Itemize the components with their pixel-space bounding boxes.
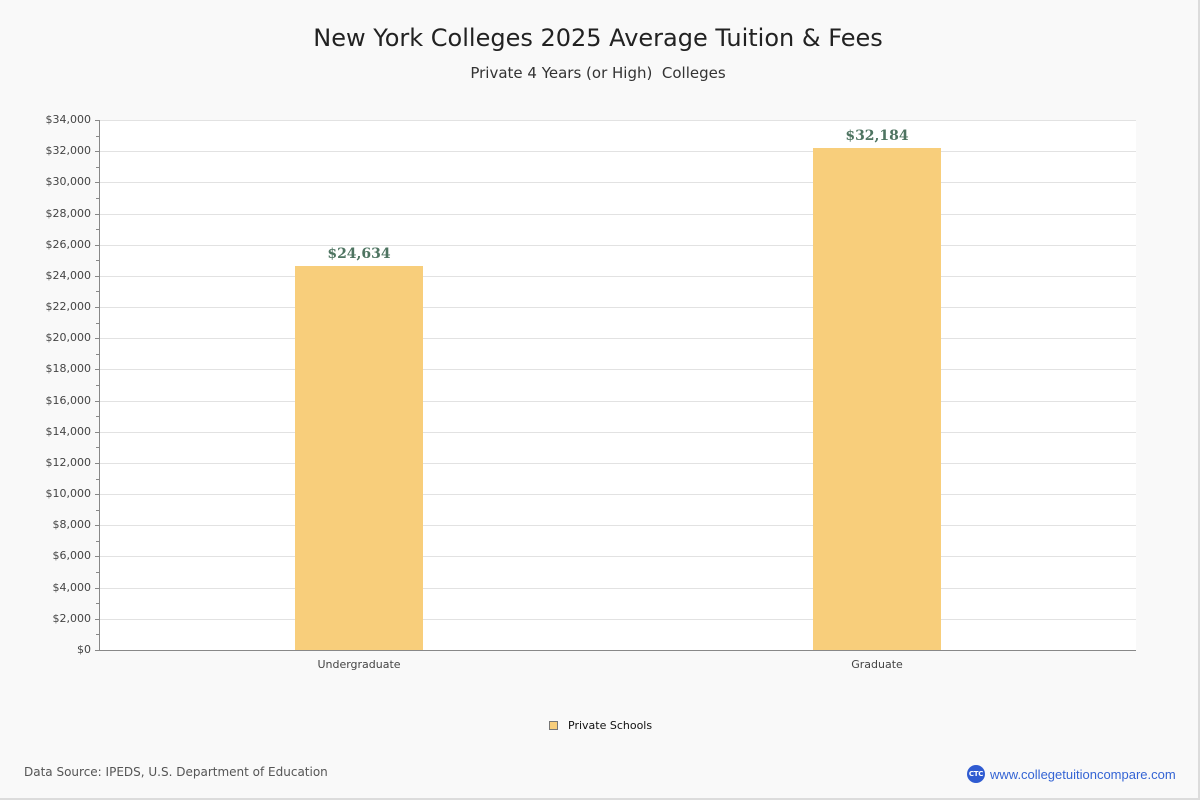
- gridline: [100, 182, 1136, 183]
- y-tick: [95, 245, 100, 246]
- y-tick: [95, 182, 100, 183]
- x-axis-line: [99, 650, 1136, 651]
- gridline: [100, 401, 1136, 402]
- y-tick: [95, 588, 100, 589]
- y-tick: [95, 494, 100, 495]
- gridline: [100, 245, 1136, 246]
- y-tick-label: $2,000: [52, 612, 92, 625]
- ctc-logo-icon: CTC: [967, 765, 985, 783]
- y-minor-tick: [96, 479, 100, 480]
- gridline: [100, 307, 1136, 308]
- y-tick-label: $28,000: [45, 207, 92, 220]
- y-minor-tick: [96, 447, 100, 448]
- gridline: [100, 556, 1136, 557]
- y-minor-tick: [96, 291, 100, 292]
- gridline: [100, 588, 1136, 589]
- gridline: [100, 151, 1136, 152]
- y-tick-label: $12,000: [45, 456, 92, 469]
- gridline: [100, 338, 1136, 339]
- y-axis-line: [99, 120, 100, 651]
- y-tick-label: $8,000: [52, 518, 92, 531]
- y-minor-tick: [96, 541, 100, 542]
- y-minor-tick: [96, 229, 100, 230]
- x-tick-label: Undergraduate: [317, 658, 401, 671]
- y-tick: [95, 463, 100, 464]
- y-tick-label: $24,000: [45, 269, 92, 282]
- y-tick-label: $34,000: [45, 113, 92, 126]
- bar-value-label: $24,634: [327, 245, 391, 262]
- data-source: Data Source: IPEDS, U.S. Department of E…: [24, 765, 328, 779]
- bar-graduate[interactable]: [813, 148, 941, 650]
- gridline: [100, 369, 1136, 370]
- gridline: [100, 276, 1136, 277]
- brand-link[interactable]: CTC www.collegetuitioncompare.com: [967, 765, 1176, 783]
- y-tick-label: $14,000: [45, 425, 92, 438]
- gridline: [100, 494, 1136, 495]
- y-tick: [95, 338, 100, 339]
- y-minor-tick: [96, 323, 100, 324]
- x-tick-label: Graduate: [851, 658, 903, 671]
- y-minor-tick: [96, 416, 100, 417]
- y-tick-label: $6,000: [52, 549, 92, 562]
- y-tick: [95, 120, 100, 121]
- legend-swatch-icon: [549, 721, 558, 730]
- legend-label: Private Schools: [568, 719, 653, 732]
- y-minor-tick: [96, 136, 100, 137]
- bar-value-label: $32,184: [845, 128, 909, 145]
- y-tick: [95, 369, 100, 370]
- y-minor-tick: [96, 572, 100, 573]
- chart-title: New York Colleges 2025 Average Tuition &…: [313, 24, 883, 52]
- gridline: [100, 525, 1136, 526]
- y-tick: [95, 619, 100, 620]
- y-tick: [95, 307, 100, 308]
- y-minor-tick: [96, 354, 100, 355]
- y-tick-label: $16,000: [45, 394, 92, 407]
- gridline: [100, 120, 1136, 121]
- y-minor-tick: [96, 603, 100, 604]
- y-tick-label: $0: [77, 643, 91, 656]
- y-tick: [95, 525, 100, 526]
- gridline: [100, 619, 1136, 620]
- y-tick-label: $20,000: [45, 331, 92, 344]
- y-tick-label: $26,000: [45, 238, 92, 251]
- y-minor-tick: [96, 167, 100, 168]
- y-minor-tick: [96, 198, 100, 199]
- brand-url[interactable]: www.collegetuitioncompare.com: [990, 766, 1176, 782]
- y-tick: [95, 401, 100, 402]
- legend[interactable]: Private Schools: [549, 719, 652, 732]
- y-tick-label: $10,000: [45, 487, 92, 500]
- y-minor-tick: [96, 260, 100, 261]
- plot-area: [100, 120, 1136, 650]
- y-tick: [95, 556, 100, 557]
- y-tick: [95, 432, 100, 433]
- bar-undergraduate[interactable]: [295, 265, 423, 650]
- y-tick: [95, 151, 100, 152]
- y-tick: [95, 650, 100, 651]
- y-tick: [95, 276, 100, 277]
- y-tick-label: $18,000: [45, 362, 92, 375]
- y-tick-label: $32,000: [45, 144, 92, 157]
- y-minor-tick: [96, 634, 100, 635]
- y-tick-label: $30,000: [45, 175, 92, 188]
- y-tick-label: $22,000: [45, 300, 92, 313]
- y-minor-tick: [96, 385, 100, 386]
- y-minor-tick: [96, 510, 100, 511]
- gridline: [100, 463, 1136, 464]
- gridline: [100, 432, 1136, 433]
- y-tick: [95, 214, 100, 215]
- chart-subtitle: Private 4 Years (or High) Colleges: [470, 64, 726, 82]
- y-tick-label: $4,000: [52, 581, 92, 594]
- gridline: [100, 214, 1136, 215]
